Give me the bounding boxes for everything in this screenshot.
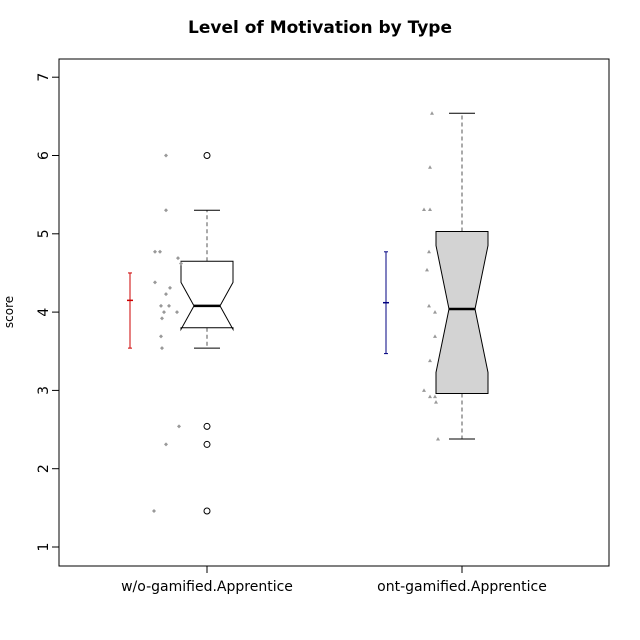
y-axis: 1 2 3 4 5 6 7 bbox=[36, 73, 59, 552]
jitter-point bbox=[159, 303, 163, 308]
jitter-point bbox=[168, 285, 172, 290]
jitter-point bbox=[175, 310, 179, 315]
y-tick-label: 7 bbox=[36, 73, 52, 82]
box-group-2 bbox=[383, 111, 489, 441]
jitter-point bbox=[162, 310, 166, 315]
y-tick-label: 6 bbox=[36, 151, 52, 160]
jitter-point bbox=[428, 165, 432, 169]
jitter-point bbox=[434, 400, 438, 404]
jitter-point bbox=[428, 207, 432, 212]
x-tick-label: ont-gamified.Apprentice bbox=[377, 579, 547, 595]
y-tick-label: 4 bbox=[36, 308, 52, 317]
chart-title: Level of Motivation by Type bbox=[188, 18, 452, 38]
jitter-point bbox=[164, 442, 168, 447]
box-groups bbox=[127, 111, 489, 515]
jitter-point bbox=[422, 207, 426, 212]
jitter-point bbox=[160, 316, 164, 321]
jitter-point bbox=[428, 358, 432, 363]
jitter-point bbox=[164, 292, 168, 297]
plot-frame bbox=[58, 58, 610, 567]
jitter-point bbox=[158, 249, 162, 254]
jitter-point bbox=[159, 334, 163, 339]
outlier-point bbox=[203, 152, 211, 159]
jitter-point bbox=[164, 153, 168, 158]
y-tick-label: 3 bbox=[36, 386, 52, 395]
jitter-point bbox=[428, 394, 432, 399]
box-group-1 bbox=[127, 152, 234, 515]
jitter-point bbox=[152, 508, 156, 513]
jitter-point bbox=[433, 394, 437, 399]
y-axis-label: score bbox=[2, 296, 16, 328]
x-tick-label: w/o-gamified.Apprentice bbox=[121, 579, 293, 595]
jitter-point bbox=[433, 334, 437, 338]
jitter-point bbox=[425, 267, 429, 272]
notched-box bbox=[435, 230, 489, 395]
jitter-point bbox=[433, 310, 437, 314]
jitter-point bbox=[176, 256, 180, 261]
y-tick-label: 2 bbox=[36, 464, 52, 473]
jitter-point bbox=[422, 388, 426, 392]
jitter-point bbox=[179, 261, 183, 266]
y-tick-label: 1 bbox=[36, 543, 52, 552]
jitter-point bbox=[427, 249, 431, 254]
jitter-point bbox=[153, 280, 157, 285]
jitter-point bbox=[160, 346, 164, 351]
outlier-point bbox=[203, 422, 211, 430]
jitter-point bbox=[153, 249, 157, 254]
notched-box bbox=[180, 260, 234, 332]
jitter-point bbox=[436, 436, 440, 441]
x-axis: w/o-gamified.Apprentice ont-gamified.Appr… bbox=[121, 566, 547, 595]
jitter-point bbox=[167, 303, 171, 308]
jitter-point bbox=[177, 424, 181, 429]
y-tick-label: 5 bbox=[36, 229, 52, 238]
jitter-point bbox=[164, 208, 168, 213]
outlier-point bbox=[203, 440, 211, 448]
jitter-point bbox=[430, 111, 434, 115]
outlier-point bbox=[203, 507, 211, 515]
jitter-point bbox=[427, 303, 431, 308]
